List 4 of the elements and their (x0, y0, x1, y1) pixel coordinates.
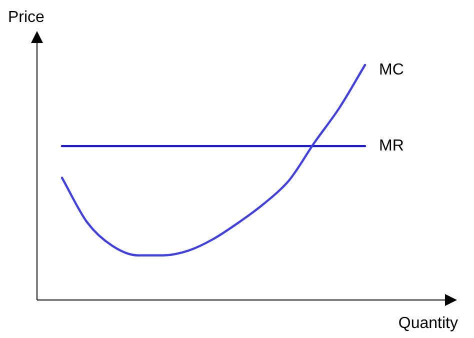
x-axis-title: Quantity (398, 315, 458, 332)
y-axis-title: Price (8, 9, 45, 26)
series-label: MC (379, 61, 404, 78)
series-label: MR (379, 137, 404, 154)
